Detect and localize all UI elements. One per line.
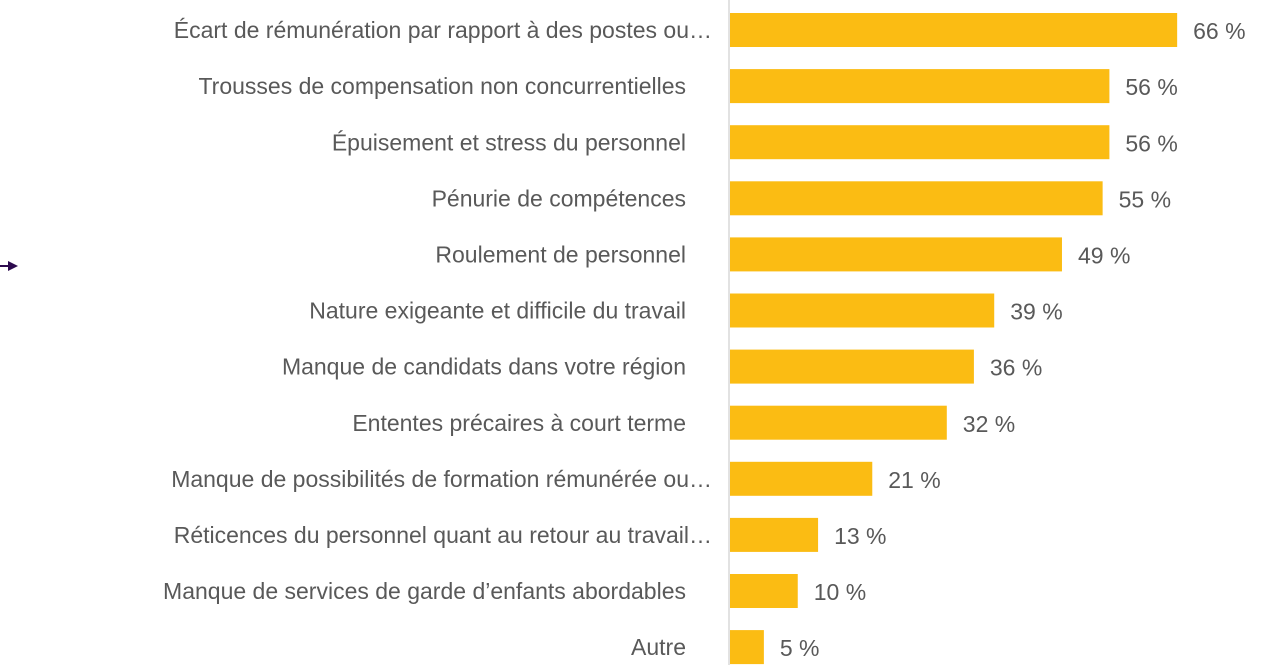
bar [730,125,1110,160]
category-label: Nature exigeante et difficile du travail [309,298,686,324]
bar [730,69,1110,104]
bar [730,13,1178,47]
value-label: 55 % [1119,186,1171,212]
category-label: Roulement de personnel [435,241,686,267]
bar [730,181,1103,216]
bar [730,237,1062,272]
category-label: Épuisement et stress du personnel [332,129,686,155]
value-label: 10 % [814,579,866,605]
bar [730,517,819,552]
arrow [0,261,18,271]
value-label: 66 % [1193,18,1245,44]
bar [730,293,995,328]
category-label: Trousses de compensation non concurrenti… [198,73,686,99]
bar [730,630,764,665]
value-label: 13 % [834,523,886,549]
bar [730,349,974,384]
value-label: 39 % [1010,299,1062,325]
value-label: 32 % [963,411,1015,437]
bar [730,574,798,608]
category-label: Manque de candidats dans votre région [282,354,686,380]
category-label: Pénurie de compétences [432,185,686,211]
category-label: Réticences du personnel quant au retour … [174,522,712,548]
value-label: 5 % [780,635,820,661]
value-label: 56 % [1125,130,1177,156]
category-label: Manque de services de garde d’enfants ab… [163,578,686,604]
value-label: 21 % [888,467,940,493]
value-label: 36 % [990,355,1042,381]
bar [730,461,873,496]
category-label: Autre [631,634,686,660]
category-label: Ententes précaires à court terme [352,410,686,436]
category-label: Manque de possibilités de formation rému… [171,466,712,492]
bar [730,405,947,440]
category-label: Écart de rémunération par rapport à des … [174,17,712,43]
value-label: 49 % [1078,242,1130,268]
value-label: 56 % [1125,74,1177,100]
